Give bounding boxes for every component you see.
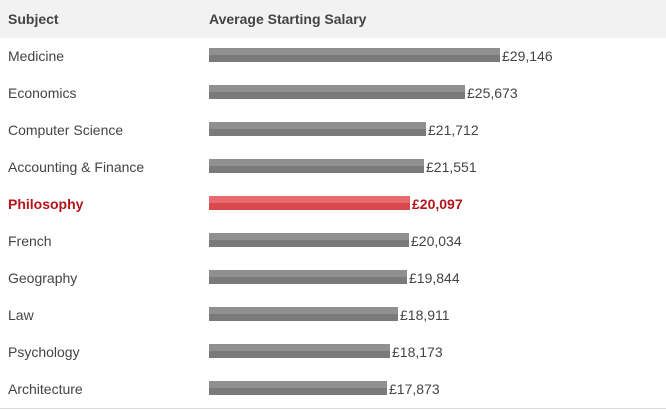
table-header: Subject Average Starting Salary: [0, 0, 666, 39]
salary-value-label: £20,034: [411, 233, 462, 249]
subject-label: Medicine: [8, 48, 65, 64]
salary-bar: [209, 196, 410, 210]
subject-label: Architecture: [8, 381, 83, 397]
salary-value-label: £18,911: [400, 307, 450, 323]
salary-value-label: £21,551: [426, 159, 477, 175]
table-row: Psychology £18,173: [0, 334, 666, 372]
salary-bar: [209, 122, 426, 136]
subject-label: Economics: [8, 85, 77, 101]
salary-bar: [209, 159, 424, 173]
salary-value-label: £17,873: [389, 381, 440, 397]
table-row: Medicine £29,146: [0, 38, 666, 76]
table-row: Economics £25,673: [0, 75, 666, 113]
subject-label: Psychology: [8, 344, 80, 360]
table-row: Philosophy £20,097: [0, 186, 666, 224]
subject-label: Accounting & Finance: [8, 159, 145, 175]
subject-label: Computer Science: [8, 122, 124, 138]
salary-bar: [209, 48, 500, 62]
subject-column-header: Subject: [8, 11, 59, 27]
table-row: Computer Science £21,712: [0, 112, 666, 150]
table-row: French £20,034: [0, 223, 666, 261]
salary-column-header: Average Starting Salary: [209, 11, 367, 27]
table-row: Law £18,911: [0, 297, 666, 335]
subject-label: Law: [8, 307, 34, 323]
subject-label: French: [8, 233, 52, 249]
salary-bar: [209, 270, 407, 284]
salary-value-label: £25,673: [467, 85, 518, 101]
salary-value-label: £20,097: [412, 196, 463, 212]
salary-bar: [209, 344, 390, 358]
salary-value-label: £18,173: [392, 344, 443, 360]
table-row: Accounting & Finance £21,551: [0, 149, 666, 187]
salary-bar: [209, 307, 398, 321]
table-row: Architecture £17,873: [0, 371, 666, 409]
salary-bar: [209, 85, 465, 99]
salary-bar: [209, 381, 387, 395]
salary-value-label: £29,146: [502, 48, 553, 64]
subject-label: Geography: [8, 270, 78, 286]
salary-value-label: £19,844: [409, 270, 460, 286]
salary-value-label: £21,712: [428, 122, 479, 138]
salary-bar: [209, 233, 409, 247]
table-row: Geography £19,844: [0, 260, 666, 298]
subject-label: Philosophy: [8, 196, 84, 212]
